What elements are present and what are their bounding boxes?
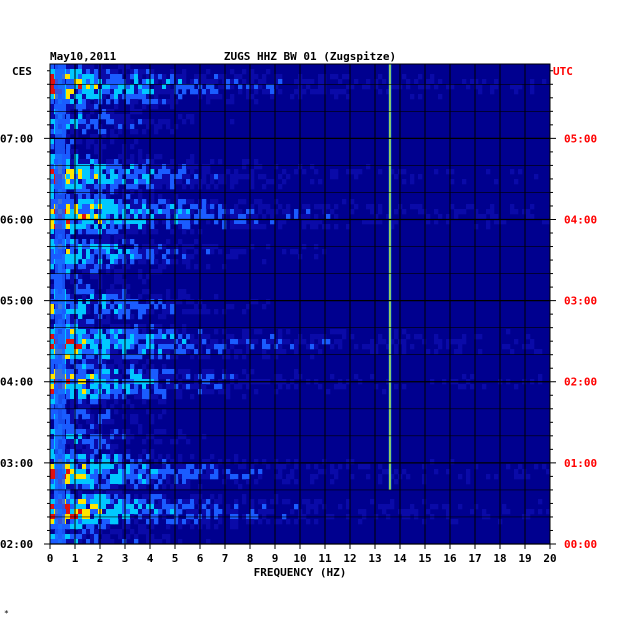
right-tick-label: 00:00: [564, 538, 597, 551]
right-tick-label: 02:00: [564, 376, 597, 389]
right-tick-label: 05:00: [564, 132, 597, 145]
x-tick-label: 10: [293, 552, 306, 565]
x-tick-label: 9: [272, 552, 279, 565]
x-tick-label: 11: [318, 552, 332, 565]
left-axis-label: CES: [12, 65, 32, 78]
x-tick-label: 5: [172, 552, 179, 565]
feature-mark-1: [55, 64, 65, 544]
x-tick-label: 4: [147, 552, 154, 565]
x-tick-label: 14: [393, 552, 407, 565]
x-tick-label: 12: [343, 552, 356, 565]
x-tick-label: 17: [468, 552, 481, 565]
x-tick-label: 20: [543, 552, 556, 565]
x-tick-label: 1: [72, 552, 79, 565]
right-axis-label: UTC: [553, 65, 573, 78]
x-tick-label: 2: [97, 552, 104, 565]
right-tick-label: 04:00: [564, 213, 597, 226]
x-tick-label: 6: [197, 552, 204, 565]
footer-mark: *: [4, 609, 9, 618]
x-tick-label: 16: [443, 552, 457, 565]
right-tick-label: 03:00: [564, 295, 597, 308]
chart-date: May10,2011: [50, 50, 117, 63]
left-tick-label: 03:00: [0, 457, 33, 470]
x-axis-ticks: 0 1 2 3 4 5 6 7 8 9 10 11 12 13 14 15 16 17 18 19 20: [47, 544, 557, 565]
x-tick-label: 13: [368, 552, 381, 565]
left-tick-label: 02:00: [0, 538, 33, 551]
x-tick-label: 19: [518, 552, 531, 565]
feature-core-0: [389, 64, 391, 490]
chart-title: ZUGS HHZ BW 01 (Zugspitze): [224, 50, 396, 63]
x-tick-label: 8: [247, 552, 254, 565]
x-axis-label: FREQUENCY (HZ): [254, 566, 347, 579]
x-tick-label: 7: [222, 552, 229, 565]
left-axis-ticks: 07:00 06:00 05:00 04:00 03:00 02:00: [0, 132, 33, 551]
left-tick-label: 07:00: [0, 132, 33, 145]
left-tick-label: 06:00: [0, 213, 33, 226]
left-tick-label: 05:00: [0, 295, 33, 308]
x-tick-label: 3: [122, 552, 129, 565]
right-tick-label: 01:00: [564, 457, 597, 470]
x-tick-label: 15: [418, 552, 431, 565]
x-tick-label: 0: [47, 552, 54, 565]
left-tick-label: 04:00: [0, 376, 33, 389]
right-axis-ticks: 05:00 04:00 03:00 02:00 01:00 00:00: [564, 132, 597, 551]
x-tick-label: 18: [493, 552, 506, 565]
grid-lines: [44, 63, 556, 545]
